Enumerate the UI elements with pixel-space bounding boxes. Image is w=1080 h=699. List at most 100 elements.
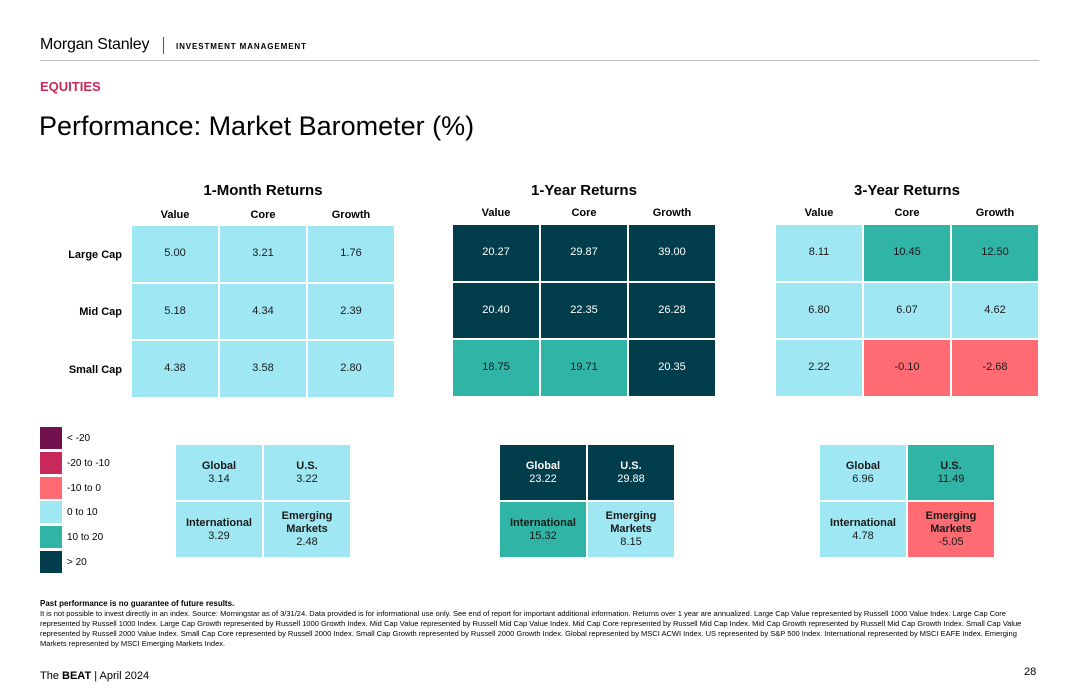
- region-value: 6.96: [852, 472, 874, 485]
- section-tag: EQUITIES: [40, 79, 101, 94]
- region-value: 4.78: [852, 529, 874, 542]
- col-label-growth: Growth: [652, 207, 692, 219]
- region-cell-international: International 4.78: [819, 501, 907, 558]
- region-cell-us: U.S. 11.49: [907, 444, 995, 501]
- return-cell-small-cap-value: 4.38: [131, 340, 219, 398]
- legend-swatch: [40, 501, 62, 523]
- col-label-growth: Growth: [331, 209, 371, 221]
- col-label-growth: Growth: [975, 207, 1015, 219]
- region-cell-global: Global 6.96: [819, 444, 907, 501]
- region-value: 29.88: [617, 472, 645, 485]
- region-value: 8.15: [620, 536, 642, 548]
- col-label-value: Value: [160, 209, 190, 221]
- return-cell-mid-cap-growth: 2.39: [307, 282, 395, 340]
- return-cell-mid-cap-core: 6.07: [863, 281, 951, 339]
- return-cell-small-cap-core: 3.58: [219, 340, 307, 398]
- region-name: International: [509, 516, 576, 529]
- col-label-value: Value: [481, 207, 511, 219]
- legend-swatch: [40, 526, 62, 548]
- return-cell-large-cap-growth: 39.00: [628, 224, 716, 282]
- return-cell-mid-cap-value: 20.40: [452, 281, 540, 339]
- legend-label: 0 to 10: [67, 507, 98, 518]
- legend-label: 10 to 20: [67, 532, 104, 543]
- return-cell-large-cap-value: 8.11: [775, 224, 863, 282]
- region-value: 15.32: [529, 529, 557, 542]
- return-cell-mid-cap-core: 22.35: [540, 281, 628, 339]
- region-name: Global: [525, 459, 561, 472]
- footer-publication: The BEAT | April 2024: [40, 670, 149, 682]
- return-cell-small-cap-growth: 20.35: [628, 339, 716, 397]
- region-name: Emerging Markets: [281, 510, 333, 535]
- return-cell-mid-cap-core: 4.34: [219, 282, 307, 340]
- region-name: Emerging Markets: [925, 510, 977, 535]
- region-name: U.S.: [620, 459, 642, 472]
- legend-label: -20 to -10: [67, 458, 110, 469]
- region-cell-global: Global 3.14: [175, 444, 263, 501]
- region-cell-emerging-markets: Emerging Markets -5.05: [907, 501, 995, 558]
- return-cell-mid-cap-growth: 26.28: [628, 281, 716, 339]
- region-value: 3.29: [208, 529, 230, 542]
- col-label-value: Value: [804, 207, 834, 219]
- return-cell-large-cap-core: 29.87: [540, 224, 628, 282]
- region-cell-emerging-markets: Emerging Markets 8.15: [587, 501, 675, 558]
- legend-swatch: [40, 452, 62, 474]
- region-name: Global: [845, 459, 881, 472]
- disclaimer-text: It is not possible to invest directly in…: [40, 609, 1022, 648]
- region-name: International: [185, 516, 252, 529]
- region-value: 11.49: [937, 472, 965, 485]
- return-cell-small-cap-growth: -2.68: [951, 339, 1039, 397]
- row-label-large-cap: Large Cap: [68, 249, 122, 261]
- footer-prefix: The: [40, 670, 59, 682]
- brand-logo: Morgan Stanley: [40, 36, 150, 53]
- col-label-core: Core: [250, 209, 276, 221]
- row-label-mid-cap: Mid Cap: [79, 306, 122, 318]
- return-cell-small-cap-value: 2.22: [775, 339, 863, 397]
- page-number: 28: [1024, 666, 1037, 678]
- return-cell-small-cap-value: 18.75: [452, 339, 540, 397]
- col-label-core: Core: [894, 207, 920, 219]
- region-cell-international: International 15.32: [499, 501, 587, 558]
- region-value: 2.48: [296, 536, 318, 548]
- legend-swatch: [40, 477, 62, 499]
- region-name: Emerging Markets: [605, 510, 657, 535]
- region-cell-global: Global 23.22: [499, 444, 587, 501]
- footer-date: April 2024: [99, 670, 150, 682]
- region-name: International: [829, 516, 896, 529]
- panel-title: 3-Year Returns: [854, 182, 960, 199]
- region-value: 3.22: [296, 472, 318, 485]
- page-title: Performance: Market Barometer (%): [39, 111, 475, 141]
- region-cell-us: U.S. 29.88: [587, 444, 675, 501]
- return-cell-large-cap-core: 3.21: [219, 225, 307, 283]
- division-label: INVESTMENT MANAGEMENT: [176, 42, 307, 51]
- legend-swatch: [40, 427, 62, 449]
- return-cell-large-cap-growth: 1.76: [307, 225, 395, 283]
- return-cell-large-cap-growth: 12.50: [951, 224, 1039, 282]
- footer-title: BEAT: [62, 670, 92, 682]
- footer-separator: |: [94, 670, 98, 682]
- legend-label: > 20: [67, 557, 87, 568]
- region-value: -5.05: [938, 536, 964, 548]
- logo-divider: [163, 37, 164, 54]
- return-cell-mid-cap-value: 6.80: [775, 281, 863, 339]
- region-value: 3.14: [208, 472, 230, 485]
- return-cell-large-cap-value: 20.27: [452, 224, 540, 282]
- region-cell-international: International 3.29: [175, 501, 263, 558]
- return-cell-large-cap-value: 5.00: [131, 225, 219, 283]
- return-cell-small-cap-growth: 2.80: [307, 340, 395, 398]
- return-cell-small-cap-core: 19.71: [540, 339, 628, 397]
- panel-title: 1-Year Returns: [531, 182, 637, 199]
- return-cell-mid-cap-growth: 4.62: [951, 281, 1039, 339]
- disclaimer-headline: Past performance is no guarantee of futu…: [40, 599, 235, 608]
- region-value: 23.22: [529, 472, 557, 485]
- return-cell-mid-cap-value: 5.18: [131, 282, 219, 340]
- region-name: Global: [201, 459, 237, 472]
- header-rule: [40, 60, 1039, 61]
- region-name: U.S.: [296, 459, 318, 472]
- region-cell-us: U.S. 3.22: [263, 444, 351, 501]
- col-label-core: Core: [571, 207, 597, 219]
- return-cell-large-cap-core: 10.45: [863, 224, 951, 282]
- row-label-small-cap: Small Cap: [68, 364, 122, 376]
- panel-title: 1-Month Returns: [203, 182, 323, 199]
- legend-label: < -20: [67, 433, 91, 444]
- region-name: U.S.: [940, 459, 962, 472]
